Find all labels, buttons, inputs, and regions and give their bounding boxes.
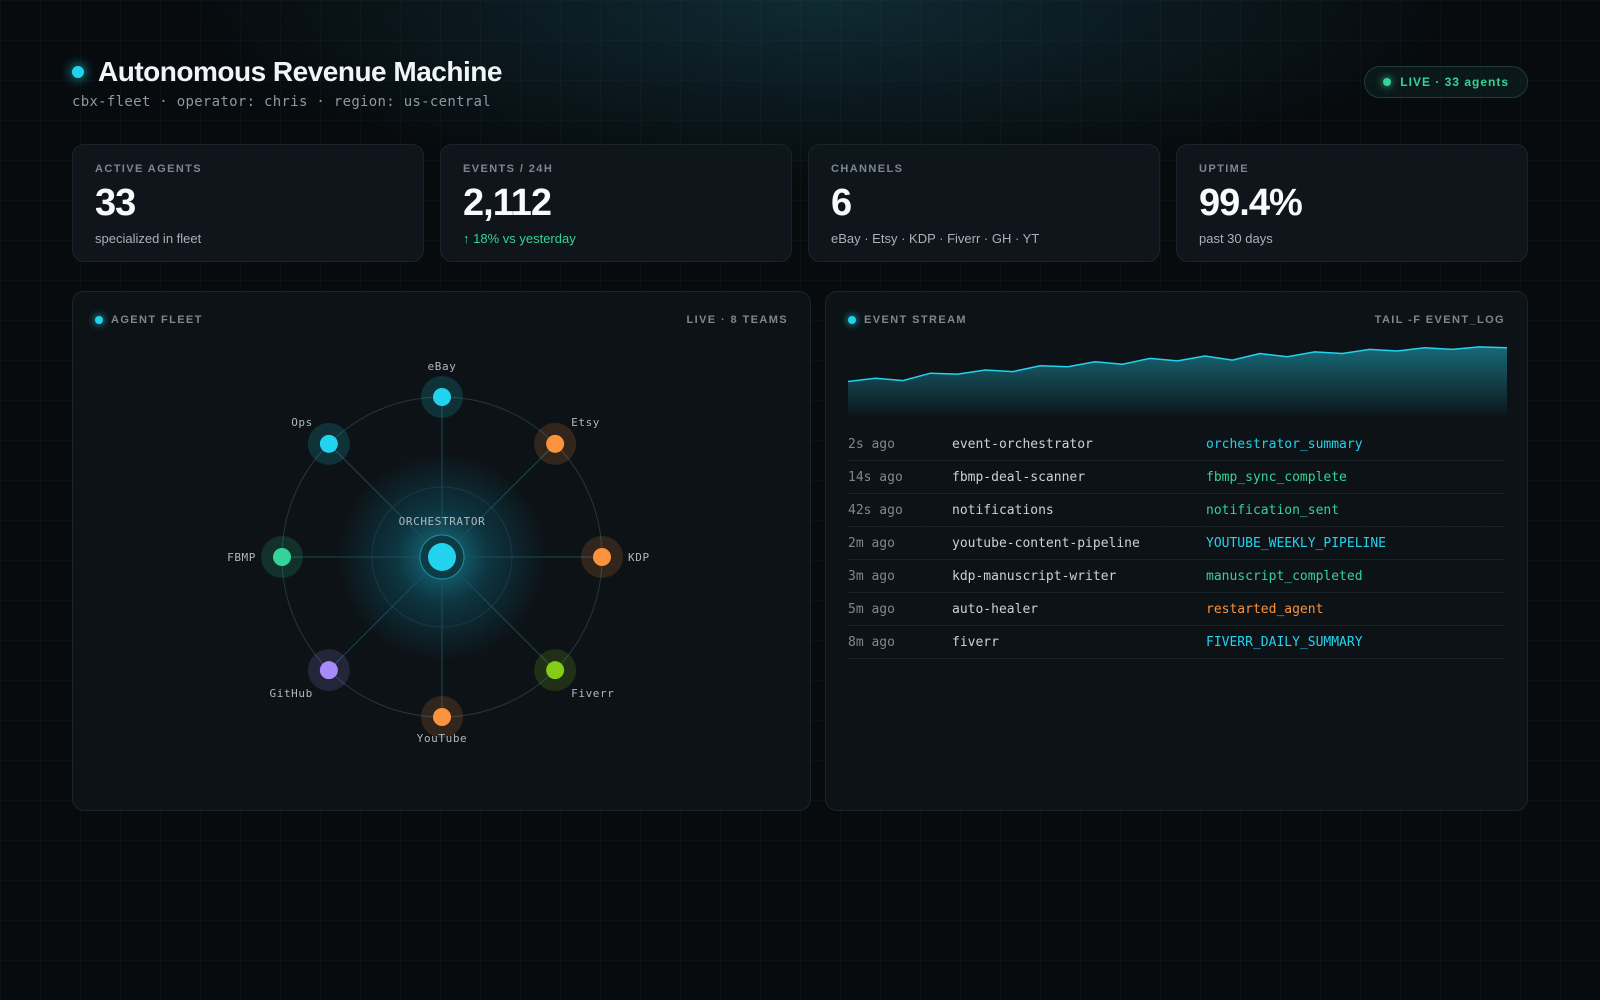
stat-card-active-agents[interactable]: ACTIVE AGENTS 33 specialized in fleet [72,144,424,262]
event-time: 14s ago [848,469,903,485]
fleet-node-label: GitHub [270,687,313,700]
stat-value: 99.4% [1199,182,1303,224]
stat-card-uptime[interactable]: UPTIME 99.4% past 30 days [1176,144,1528,262]
page-title: Autonomous Revenue Machine [98,56,502,87]
event-agent: auto-healer [952,601,1039,617]
link-github [328,556,443,671]
fleet-node-fbmp[interactable]: FBMP [227,536,303,578]
stat-subtext: past 30 days [1199,231,1273,246]
event-type: restarted_agent [1206,601,1324,617]
fleet-node-label: Ops [291,416,313,429]
link-fiverr [441,556,556,671]
panel-title: EVENT STREAM [864,314,967,326]
event-agent: fbmp-deal-scanner [952,469,1086,485]
stats-row: ACTIVE AGENTS 33 specialized in fleet EV… [72,144,1528,262]
fleet-node-label: Etsy [571,416,600,429]
event-type: notification_sent [1206,502,1340,518]
panel-status: TAIL -F EVENT_LOG [1374,314,1505,326]
event-row[interactable]: 42s ago notifications notification_sent [848,494,1505,527]
fleet-node-fiverr[interactable]: Fiverr [534,649,614,700]
event-time: 42s ago [848,502,903,518]
fleet-graph: eBay Etsy KDP Fiverr YouTube GitHub FBMP Ops ORC… [227,360,650,745]
event-time: 3m ago [848,568,895,584]
event-row[interactable]: 14s ago fbmp-deal-scanner fbmp_sync_comple… [848,461,1505,494]
sparkline-area [848,346,1507,416]
orchestrator-label: ORCHESTRATOR [399,515,486,528]
page-header: Autonomous Revenue Machine cbx-fleet · o… [72,56,502,110]
fleet-node-label: FBMP [227,551,256,564]
stat-value: 6 [831,182,852,224]
live-status-label: LIVE · 33 agents [1400,75,1509,89]
event-list: 2s ago event-orchestrator orchestrator_sum… [848,428,1505,659]
fleet-node-label: Fiverr [571,687,614,700]
stat-label: ACTIVE AGENTS [95,163,203,175]
panel-dot-icon [95,316,103,324]
event-row[interactable]: 5m ago auto-healer restarted_agent [848,593,1505,626]
event-stream-panel: EVENT STREAM TAIL -F EVENT_LOG 2s ago eve… [825,291,1528,811]
event-time: 2m ago [848,535,895,551]
event-row[interactable]: 2s ago event-orchestrator orchestrator_sum… [848,428,1505,461]
event-time: 5m ago [848,601,895,617]
stat-label: EVENTS / 24H [463,163,554,175]
event-agent: event-orchestrator [952,436,1093,452]
stat-label: UPTIME [1199,163,1249,175]
stat-card-events[interactable]: EVENTS / 24H 2,112 ↑ 18% vs yesterday [440,144,792,262]
event-type: orchestrator_summary [1206,436,1363,452]
link-etsy [441,443,556,558]
fleet-node-label: KDP [628,551,650,564]
event-type: FIVERR_DAILY_SUMMARY [1206,634,1363,650]
event-time: 2s ago [848,436,895,452]
fleet-node-ebay[interactable]: eBay [421,360,463,418]
stat-value: 2,112 [463,182,552,224]
fleet-node-label: eBay [428,360,457,373]
page-subtitle: cbx-fleet · operator: chris · region: us… [72,94,491,110]
fleet-node-github[interactable]: GitHub [270,649,350,700]
stat-card-channels[interactable]: CHANNELS 6 eBay · Etsy · KDP · Fiverr · … [808,144,1160,262]
live-status-badge[interactable]: LIVE · 33 agents [1364,66,1528,98]
event-type: YOUTUBE_WEEKLY_PIPELINE [1206,535,1387,551]
event-row[interactable]: 3m ago kdp-manuscript-writer manuscript_co… [848,560,1505,593]
event-time: 8m ago [848,634,895,650]
event-row[interactable]: 8m ago fiverr FIVERR_DAILY_SUMMARY [848,626,1505,659]
link-ops [328,443,443,558]
stat-subtext: specialized in fleet [95,231,202,246]
event-agent: youtube-content-pipeline [952,535,1140,551]
panel-title: AGENT FLEET [111,314,203,326]
stat-label: CHANNELS [831,163,904,175]
event-type: fbmp_sync_complete [1206,469,1347,485]
panel-dot-icon [848,316,856,324]
status-dot-icon [72,66,84,78]
stat-value: 33 [95,182,136,224]
stat-subtext: eBay · Etsy · KDP · Fiverr · GH · YT [831,231,1040,246]
event-type: manuscript_completed [1206,568,1363,584]
fleet-node-youtube[interactable]: YouTube [417,696,468,745]
fleet-node-kdp[interactable]: KDP [581,536,650,578]
live-dot-icon [1383,78,1392,86]
sparkline-line [848,346,1507,383]
orchestrator-node[interactable]: ORCHESTRATOR [399,515,486,580]
fleet-node-ops[interactable]: Ops [291,416,350,465]
agent-fleet-panel: eBay Etsy KDP Fiverr YouTube GitHub FBMP Ops ORC… [72,291,811,811]
fleet-node-label: YouTube [417,732,468,745]
stat-trend: ↑ 18% vs yesterday [463,231,576,246]
event-row[interactable]: 2m ago youtube-content-pipeline YOUTUBE_WE… [848,527,1505,560]
event-sparkline [848,346,1507,416]
panel-status: LIVE · 8 TEAMS [686,314,788,326]
fleet-node-etsy[interactable]: Etsy [534,416,600,465]
event-agent: kdp-manuscript-writer [952,568,1117,584]
event-agent: notifications [952,502,1054,518]
event-agent: fiverr [952,634,999,650]
